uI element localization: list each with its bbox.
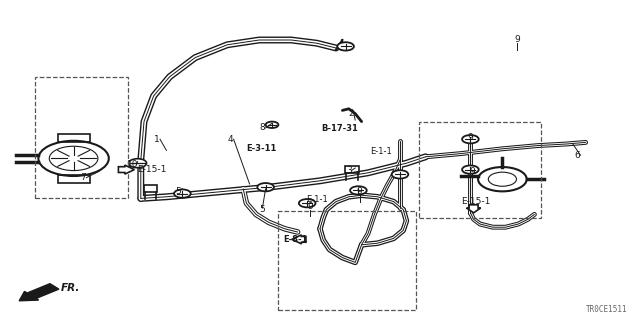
Circle shape (350, 186, 367, 195)
Bar (144, 185, 157, 192)
Text: 9: 9 (357, 188, 362, 196)
Bar (58, 175, 90, 183)
FancyArrow shape (467, 205, 481, 213)
Text: E-1-1: E-1-1 (306, 195, 328, 204)
Text: 6: 6 (575, 151, 580, 160)
Text: E-15-1: E-15-1 (138, 165, 167, 174)
FancyArrow shape (19, 284, 59, 301)
Text: E-1-1: E-1-1 (370, 148, 392, 156)
Text: E-15-1: E-15-1 (461, 197, 490, 206)
Bar (419, 122, 541, 218)
Text: FR.: FR. (61, 283, 80, 293)
Text: 10: 10 (127, 160, 139, 169)
Circle shape (462, 135, 479, 143)
Text: 5: 5 (260, 205, 265, 214)
Bar (278, 211, 416, 310)
Bar (35, 77, 128, 198)
Bar (58, 134, 90, 142)
Text: TR0CE1511: TR0CE1511 (586, 305, 627, 314)
Circle shape (299, 199, 316, 207)
Text: 4: 4 (228, 135, 233, 144)
Text: 5: 5 (175, 188, 180, 196)
Text: 9: 9 (307, 202, 312, 211)
Circle shape (257, 183, 274, 191)
Text: E-8-1: E-8-1 (284, 235, 308, 244)
FancyArrow shape (292, 235, 306, 244)
Circle shape (174, 189, 191, 198)
Text: 9: 9 (515, 36, 520, 44)
Text: 9: 9 (470, 167, 475, 176)
Text: 7: 7 (81, 173, 86, 182)
Text: 2: 2 (348, 109, 353, 118)
Bar (345, 166, 359, 173)
Circle shape (129, 159, 147, 168)
Text: 8: 8 (260, 124, 265, 132)
Circle shape (392, 170, 408, 179)
Text: B-17-31: B-17-31 (321, 124, 358, 133)
Text: 3: 3 (346, 166, 351, 175)
FancyArrow shape (118, 165, 134, 174)
Text: E-3-11: E-3-11 (246, 144, 276, 153)
Circle shape (337, 42, 354, 51)
Text: 1: 1 (154, 135, 159, 144)
Text: 9: 9 (468, 133, 473, 142)
Circle shape (462, 165, 479, 174)
Circle shape (266, 122, 278, 128)
